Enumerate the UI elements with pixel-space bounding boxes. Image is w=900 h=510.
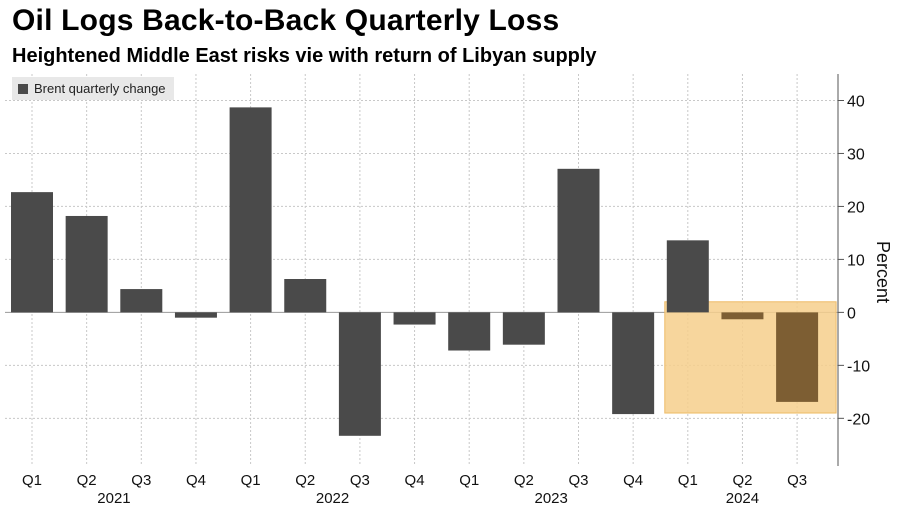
bar bbox=[65, 215, 108, 313]
bar bbox=[448, 312, 491, 351]
x-tick-label: Q2 bbox=[77, 472, 97, 489]
x-tick-label: Q3 bbox=[131, 472, 151, 489]
bar bbox=[174, 312, 217, 318]
chart-subtitle: Heightened Middle East risks vie with re… bbox=[12, 45, 597, 67]
x-tick-label: Q3 bbox=[787, 472, 807, 489]
y-tick-label: 30 bbox=[847, 146, 865, 163]
legend: Brent quarterly change bbox=[12, 77, 174, 100]
x-tick-label: Q2 bbox=[514, 472, 534, 489]
year-label: 2024 bbox=[726, 490, 759, 507]
bar bbox=[666, 240, 709, 313]
x-tick-label: Q2 bbox=[732, 472, 752, 489]
legend-label: Brent quarterly change bbox=[34, 81, 166, 96]
x-tick-label: Q1 bbox=[678, 472, 698, 489]
bar bbox=[284, 279, 327, 313]
x-tick-label: Q3 bbox=[350, 472, 370, 489]
bar bbox=[502, 312, 545, 345]
bar bbox=[557, 168, 600, 313]
x-tick-label: Q4 bbox=[405, 472, 425, 489]
x-tick-label: Q2 bbox=[295, 472, 315, 489]
year-label: 2021 bbox=[97, 490, 130, 507]
year-label: 2023 bbox=[534, 490, 567, 507]
bar bbox=[393, 312, 436, 325]
bar bbox=[776, 312, 819, 402]
year-label: 2022 bbox=[316, 490, 349, 507]
x-tick-label: Q4 bbox=[186, 472, 206, 489]
x-tick-label: Q1 bbox=[459, 472, 479, 489]
bar bbox=[612, 312, 655, 415]
y-tick-label: 0 bbox=[847, 305, 856, 322]
y-tick-label: 10 bbox=[847, 252, 865, 269]
bar bbox=[11, 192, 53, 313]
chart-title: Oil Logs Back-to-Back Quarterly Loss bbox=[12, 4, 560, 37]
bar bbox=[229, 107, 272, 313]
y-tick-label: -10 bbox=[847, 358, 870, 375]
legend-swatch bbox=[18, 83, 28, 94]
bar bbox=[120, 289, 163, 313]
bar bbox=[721, 312, 764, 320]
bar bbox=[338, 312, 381, 436]
y-axis-label: Percent bbox=[873, 241, 893, 303]
y-tick-label: 20 bbox=[847, 199, 865, 216]
y-tick-label: 40 bbox=[847, 93, 865, 110]
x-tick-label: Q1 bbox=[241, 472, 261, 489]
x-tick-label: Q1 bbox=[22, 472, 42, 489]
y-tick-label: -20 bbox=[847, 411, 870, 428]
x-tick-label: Q3 bbox=[568, 472, 588, 489]
x-tick-label: Q4 bbox=[623, 472, 643, 489]
